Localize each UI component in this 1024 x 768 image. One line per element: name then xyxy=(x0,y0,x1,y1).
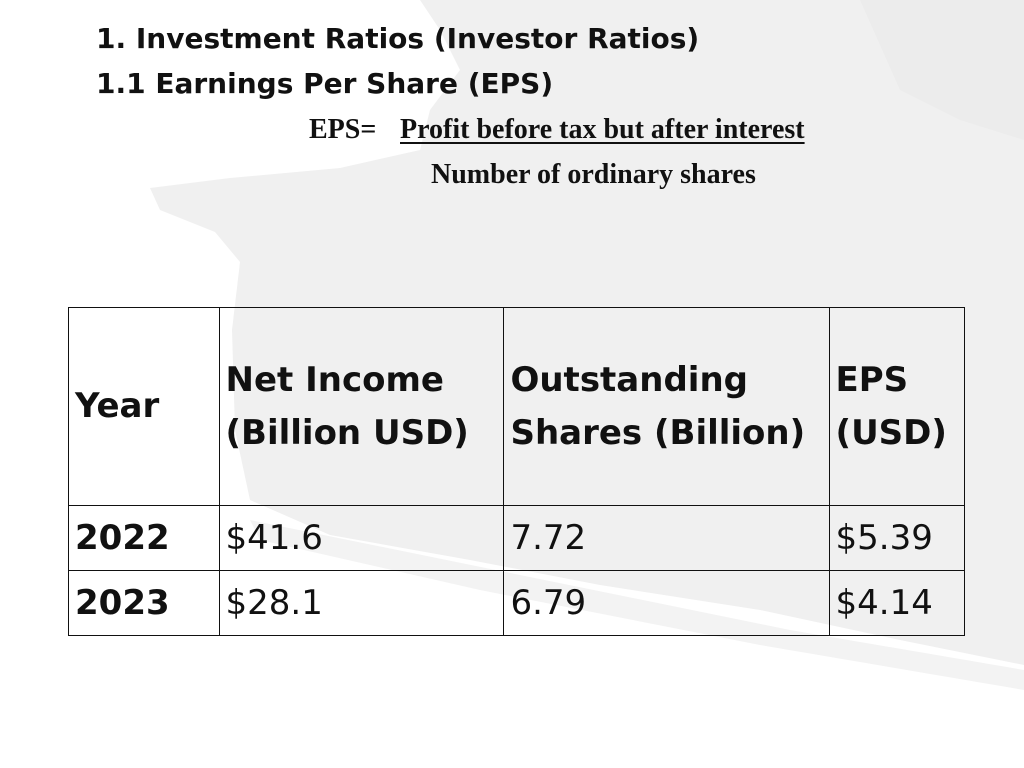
cell-net-income: $41.6 xyxy=(218,505,505,571)
table-row: 2022 $41.6 7.72 $5.39 xyxy=(68,505,966,571)
page-title: 1. Investment Ratios (Investor Ratios) xyxy=(96,22,700,55)
header-year: Year xyxy=(68,307,220,506)
formula-numerator: Profit before tax but after interest xyxy=(400,114,805,145)
table-row: 2023 $28.1 6.79 $4.14 xyxy=(68,570,966,636)
table-header-row: Year Net Income (Billion USD) Outstandin… xyxy=(68,307,966,506)
eps-formula: EPS= Profit before tax but after interes… xyxy=(0,112,1024,202)
cell-eps: $5.39 xyxy=(828,505,966,571)
cell-net-income: $28.1 xyxy=(218,570,505,636)
header-outstanding-shares: Outstanding Shares (Billion) xyxy=(503,307,830,506)
section-heading: 1.1 Earnings Per Share (EPS) xyxy=(96,67,554,100)
formula-lhs: EPS= xyxy=(309,114,377,145)
header-net-income: Net Income (Billion USD) xyxy=(218,307,505,506)
eps-table: Year Net Income (Billion USD) Outstandin… xyxy=(68,307,966,636)
header-eps: EPS (USD) xyxy=(828,307,966,506)
cell-eps: $4.14 xyxy=(828,570,966,636)
cell-year: 2023 xyxy=(68,570,220,636)
cell-outstanding-shares: 6.79 xyxy=(503,570,830,636)
formula-denominator: Number of ordinary shares xyxy=(431,159,756,190)
cell-year: 2022 xyxy=(68,505,220,571)
cell-outstanding-shares: 7.72 xyxy=(503,505,830,571)
